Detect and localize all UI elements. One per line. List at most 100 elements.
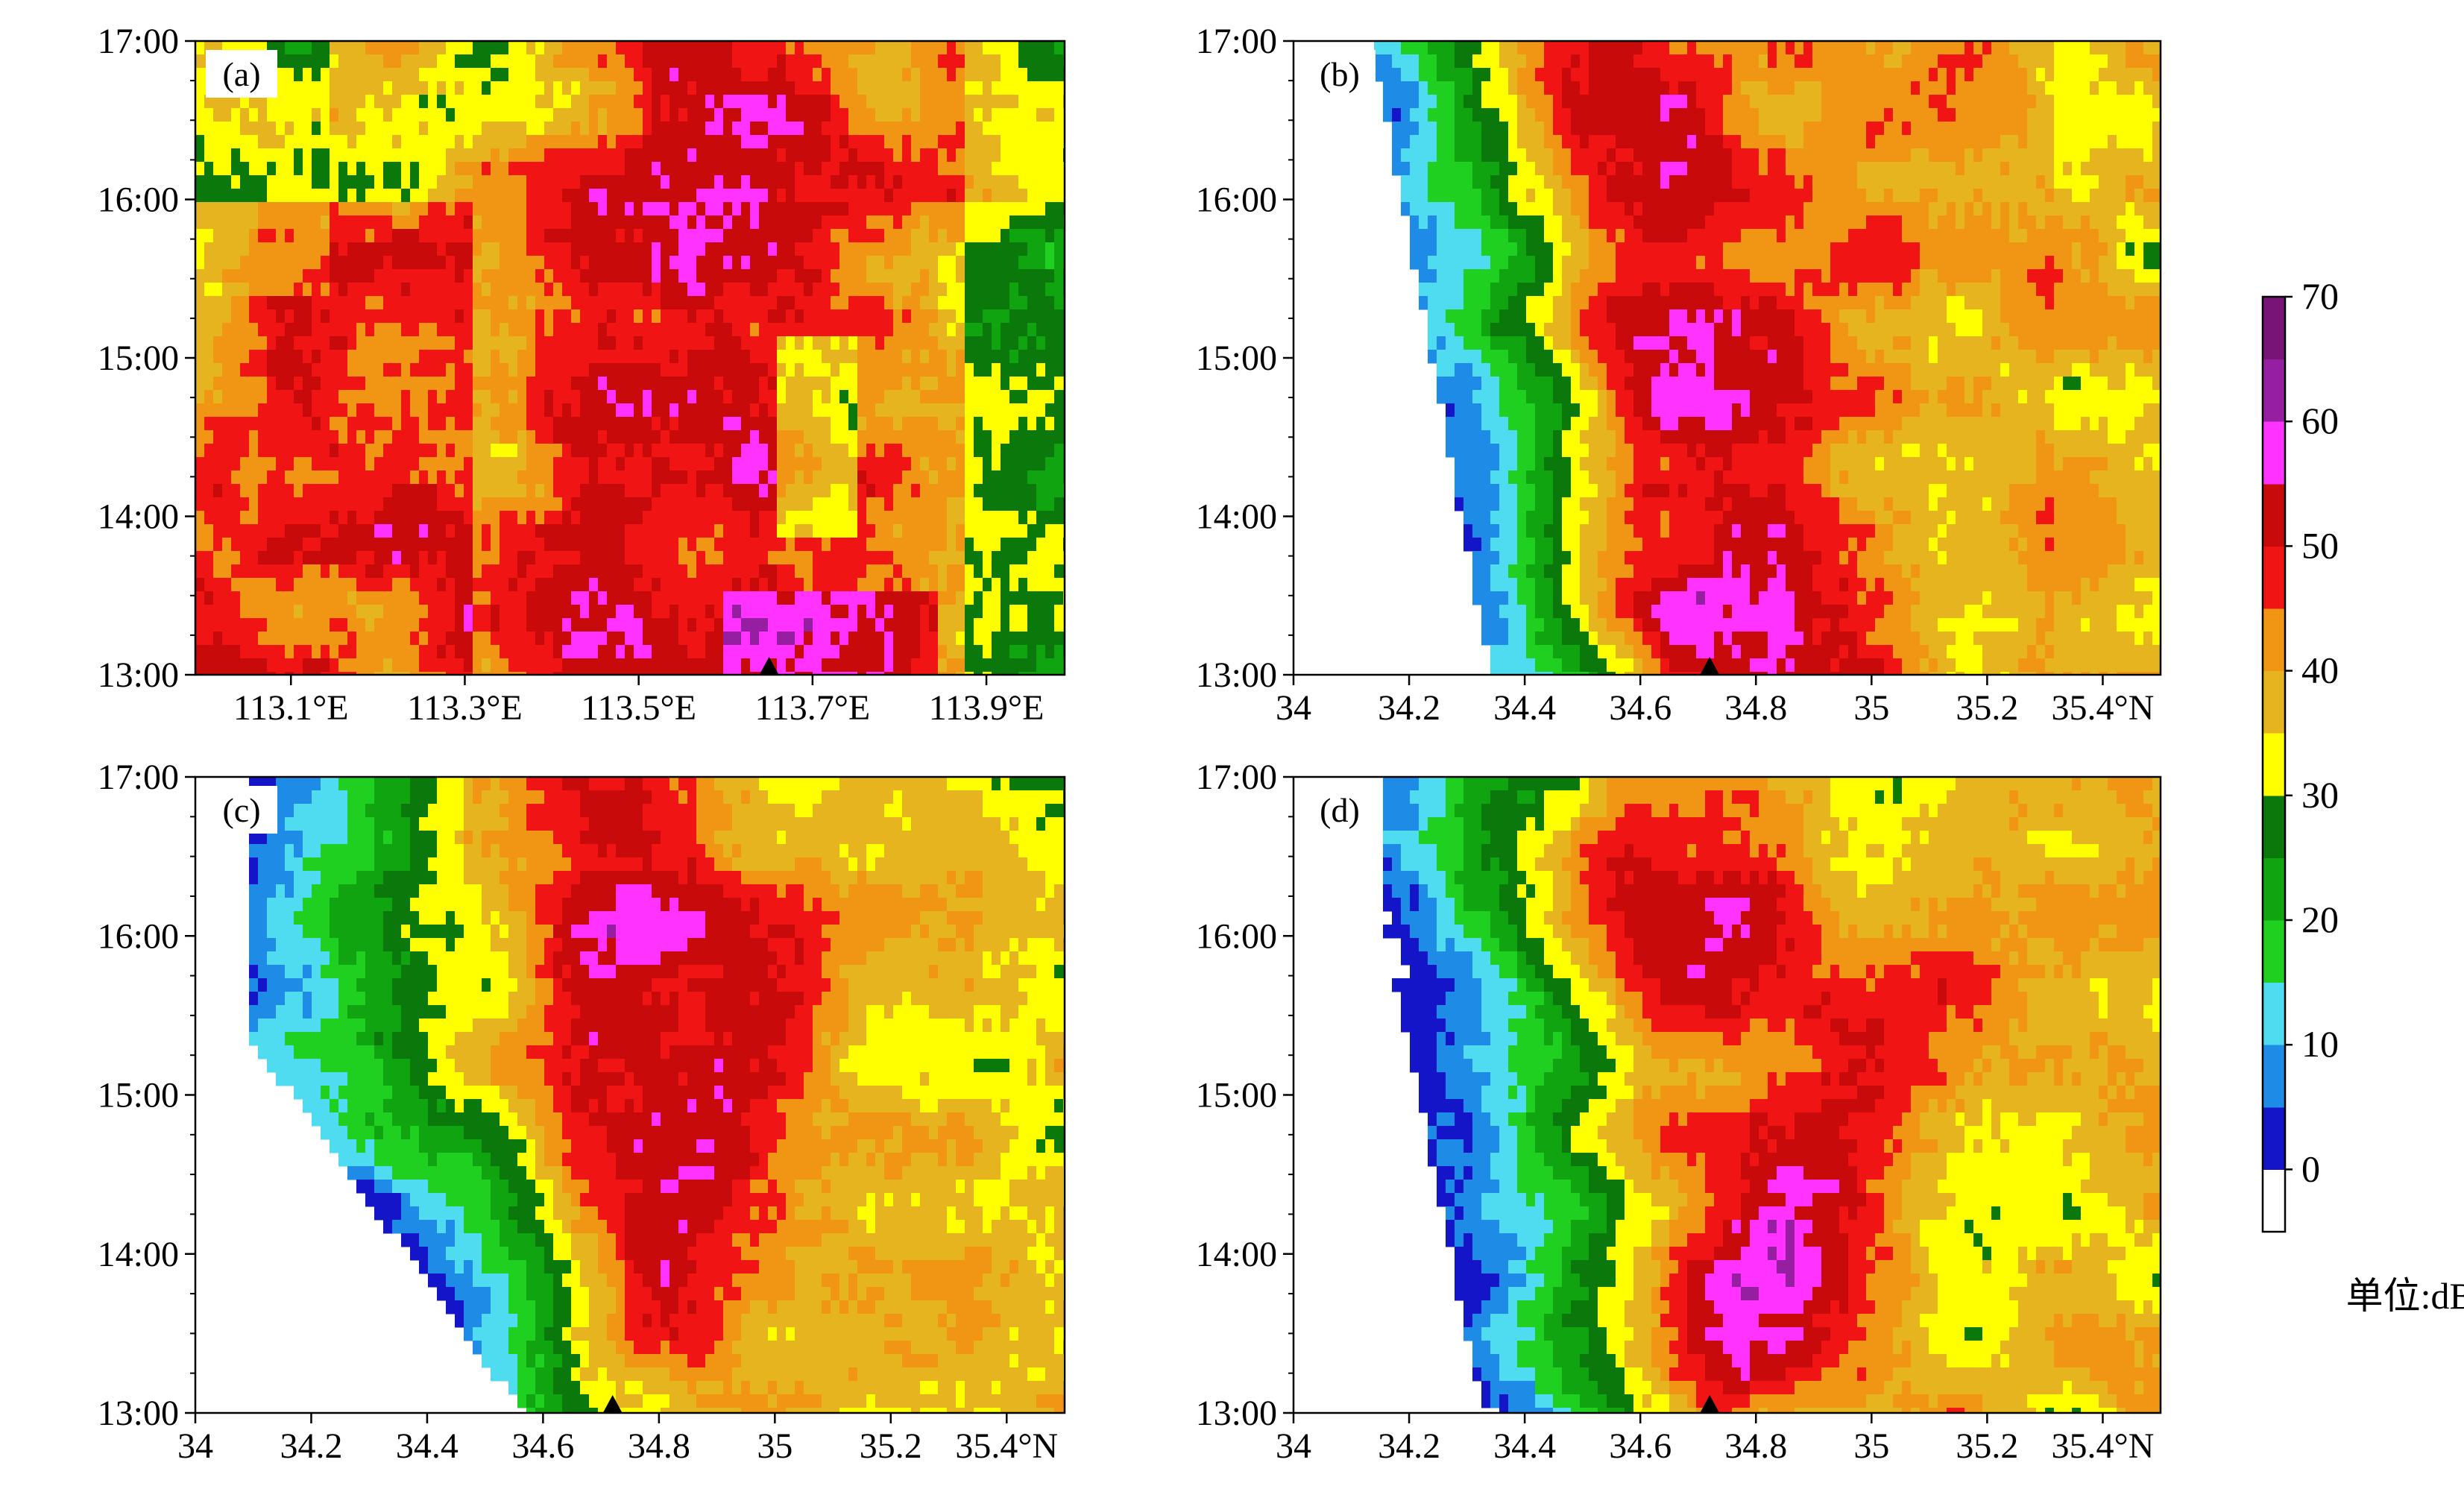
heatmap-cell	[312, 256, 321, 270]
heatmap-cell	[1553, 54, 1563, 69]
heatmap-cell	[804, 618, 813, 632]
heatmap-cell	[786, 202, 795, 216]
heatmap-cell	[1001, 538, 1010, 552]
heatmap-cell	[759, 81, 769, 95]
heatmap-cell	[535, 591, 545, 605]
heatmap-cell	[1027, 296, 1037, 310]
heatmap-cell	[884, 564, 894, 579]
heatmap-cell	[312, 538, 321, 552]
heatmap-cell	[571, 470, 581, 485]
heatmap-cell	[696, 95, 706, 109]
heatmap-cell	[625, 444, 634, 458]
heatmap-cell	[616, 81, 626, 95]
heatmap-cell	[822, 148, 831, 163]
heatmap-cell	[839, 564, 849, 579]
heatmap-cell	[741, 645, 751, 659]
heatmap-cell	[723, 632, 733, 646]
heatmap-cell	[848, 242, 858, 256]
heatmap-cell	[213, 95, 223, 109]
heatmap-cell	[2000, 54, 2010, 69]
heatmap-cell	[2117, 41, 2126, 55]
heatmap-cell	[365, 511, 375, 525]
heatmap-cell	[705, 68, 715, 82]
heatmap-cell	[1705, 68, 1715, 82]
heatmap-cell	[974, 215, 983, 230]
heatmap-cell	[661, 524, 670, 538]
heatmap-cell	[303, 390, 312, 404]
heatmap-cell	[947, 41, 957, 55]
heatmap-cell	[911, 283, 921, 297]
heatmap-cell	[517, 524, 527, 538]
heatmap-cell	[526, 336, 536, 350]
heatmap-cell	[446, 618, 456, 632]
heatmap-cell	[338, 377, 348, 391]
heatmap-cell	[777, 390, 787, 404]
heatmap-cell	[669, 457, 679, 471]
heatmap-cell	[258, 256, 268, 270]
heatmap-cell	[687, 283, 697, 297]
heatmap-cell	[571, 658, 581, 673]
heatmap-cell	[482, 403, 491, 418]
heatmap-cell	[383, 658, 393, 673]
heatmap-cell	[482, 122, 491, 136]
heatmap-cell	[508, 363, 518, 377]
heatmap-cell	[920, 645, 930, 659]
heatmap-cell	[607, 189, 617, 203]
heatmap-cell	[500, 645, 509, 659]
heatmap-cell	[195, 484, 205, 498]
heatmap-cell	[285, 457, 294, 471]
heatmap-cell	[625, 524, 634, 538]
heatmap-cell	[616, 497, 626, 511]
heatmap-cell	[240, 350, 250, 364]
heatmap-cell	[938, 430, 948, 444]
heatmap-cell	[652, 283, 661, 297]
heatmap-cell	[634, 189, 643, 203]
heatmap-cell	[839, 618, 849, 632]
heatmap-cell	[768, 108, 778, 122]
heatmap-cell	[392, 377, 402, 391]
heatmap-cell	[1027, 68, 1037, 82]
heatmap-cell	[508, 256, 518, 270]
heatmap-cell	[1027, 283, 1037, 297]
heatmap-cell	[616, 658, 626, 673]
heatmap-cell	[884, 390, 894, 404]
heatmap-cell	[580, 81, 590, 95]
heatmap-cell	[831, 551, 840, 565]
heatmap-cell	[795, 323, 804, 337]
heatmap-cell	[571, 296, 581, 310]
heatmap-cell	[2054, 41, 2064, 55]
heatmap-cell	[240, 538, 250, 552]
heatmap-cell	[213, 202, 223, 216]
heatmap-cell	[562, 122, 572, 136]
heatmap-cell	[437, 618, 447, 632]
heatmap-cell	[589, 511, 599, 525]
heatmap-cell	[240, 135, 250, 149]
heatmap-cell	[374, 162, 384, 176]
heatmap-cell	[222, 672, 232, 675]
heatmap-cell	[383, 202, 393, 216]
heatmap-cell	[992, 189, 1001, 203]
heatmap-cell	[249, 309, 259, 324]
heatmap-cell	[1036, 229, 1046, 243]
heatmap-cell	[848, 68, 858, 82]
heatmap-cell	[786, 497, 795, 511]
heatmap-cell	[893, 457, 903, 471]
heatmap-cell	[723, 309, 733, 324]
heatmap-cell	[491, 363, 500, 377]
heatmap-cell	[947, 377, 957, 391]
heatmap-cell	[804, 162, 813, 176]
heatmap-cell	[652, 296, 661, 310]
heatmap-cell	[500, 135, 509, 149]
heatmap-cell	[839, 658, 849, 673]
heatmap-cell	[392, 538, 402, 552]
heatmap-cell	[294, 645, 303, 659]
heatmap-cell	[383, 672, 393, 675]
heatmap-cell	[822, 81, 831, 95]
heatmap-cell	[875, 497, 885, 511]
heatmap-cell	[1018, 430, 1028, 444]
heatmap-cell	[777, 162, 787, 176]
heatmap-cell	[992, 645, 1001, 659]
heatmap-cell	[965, 283, 974, 297]
heatmap-cell	[956, 135, 965, 149]
heatmap-cell	[759, 484, 769, 498]
